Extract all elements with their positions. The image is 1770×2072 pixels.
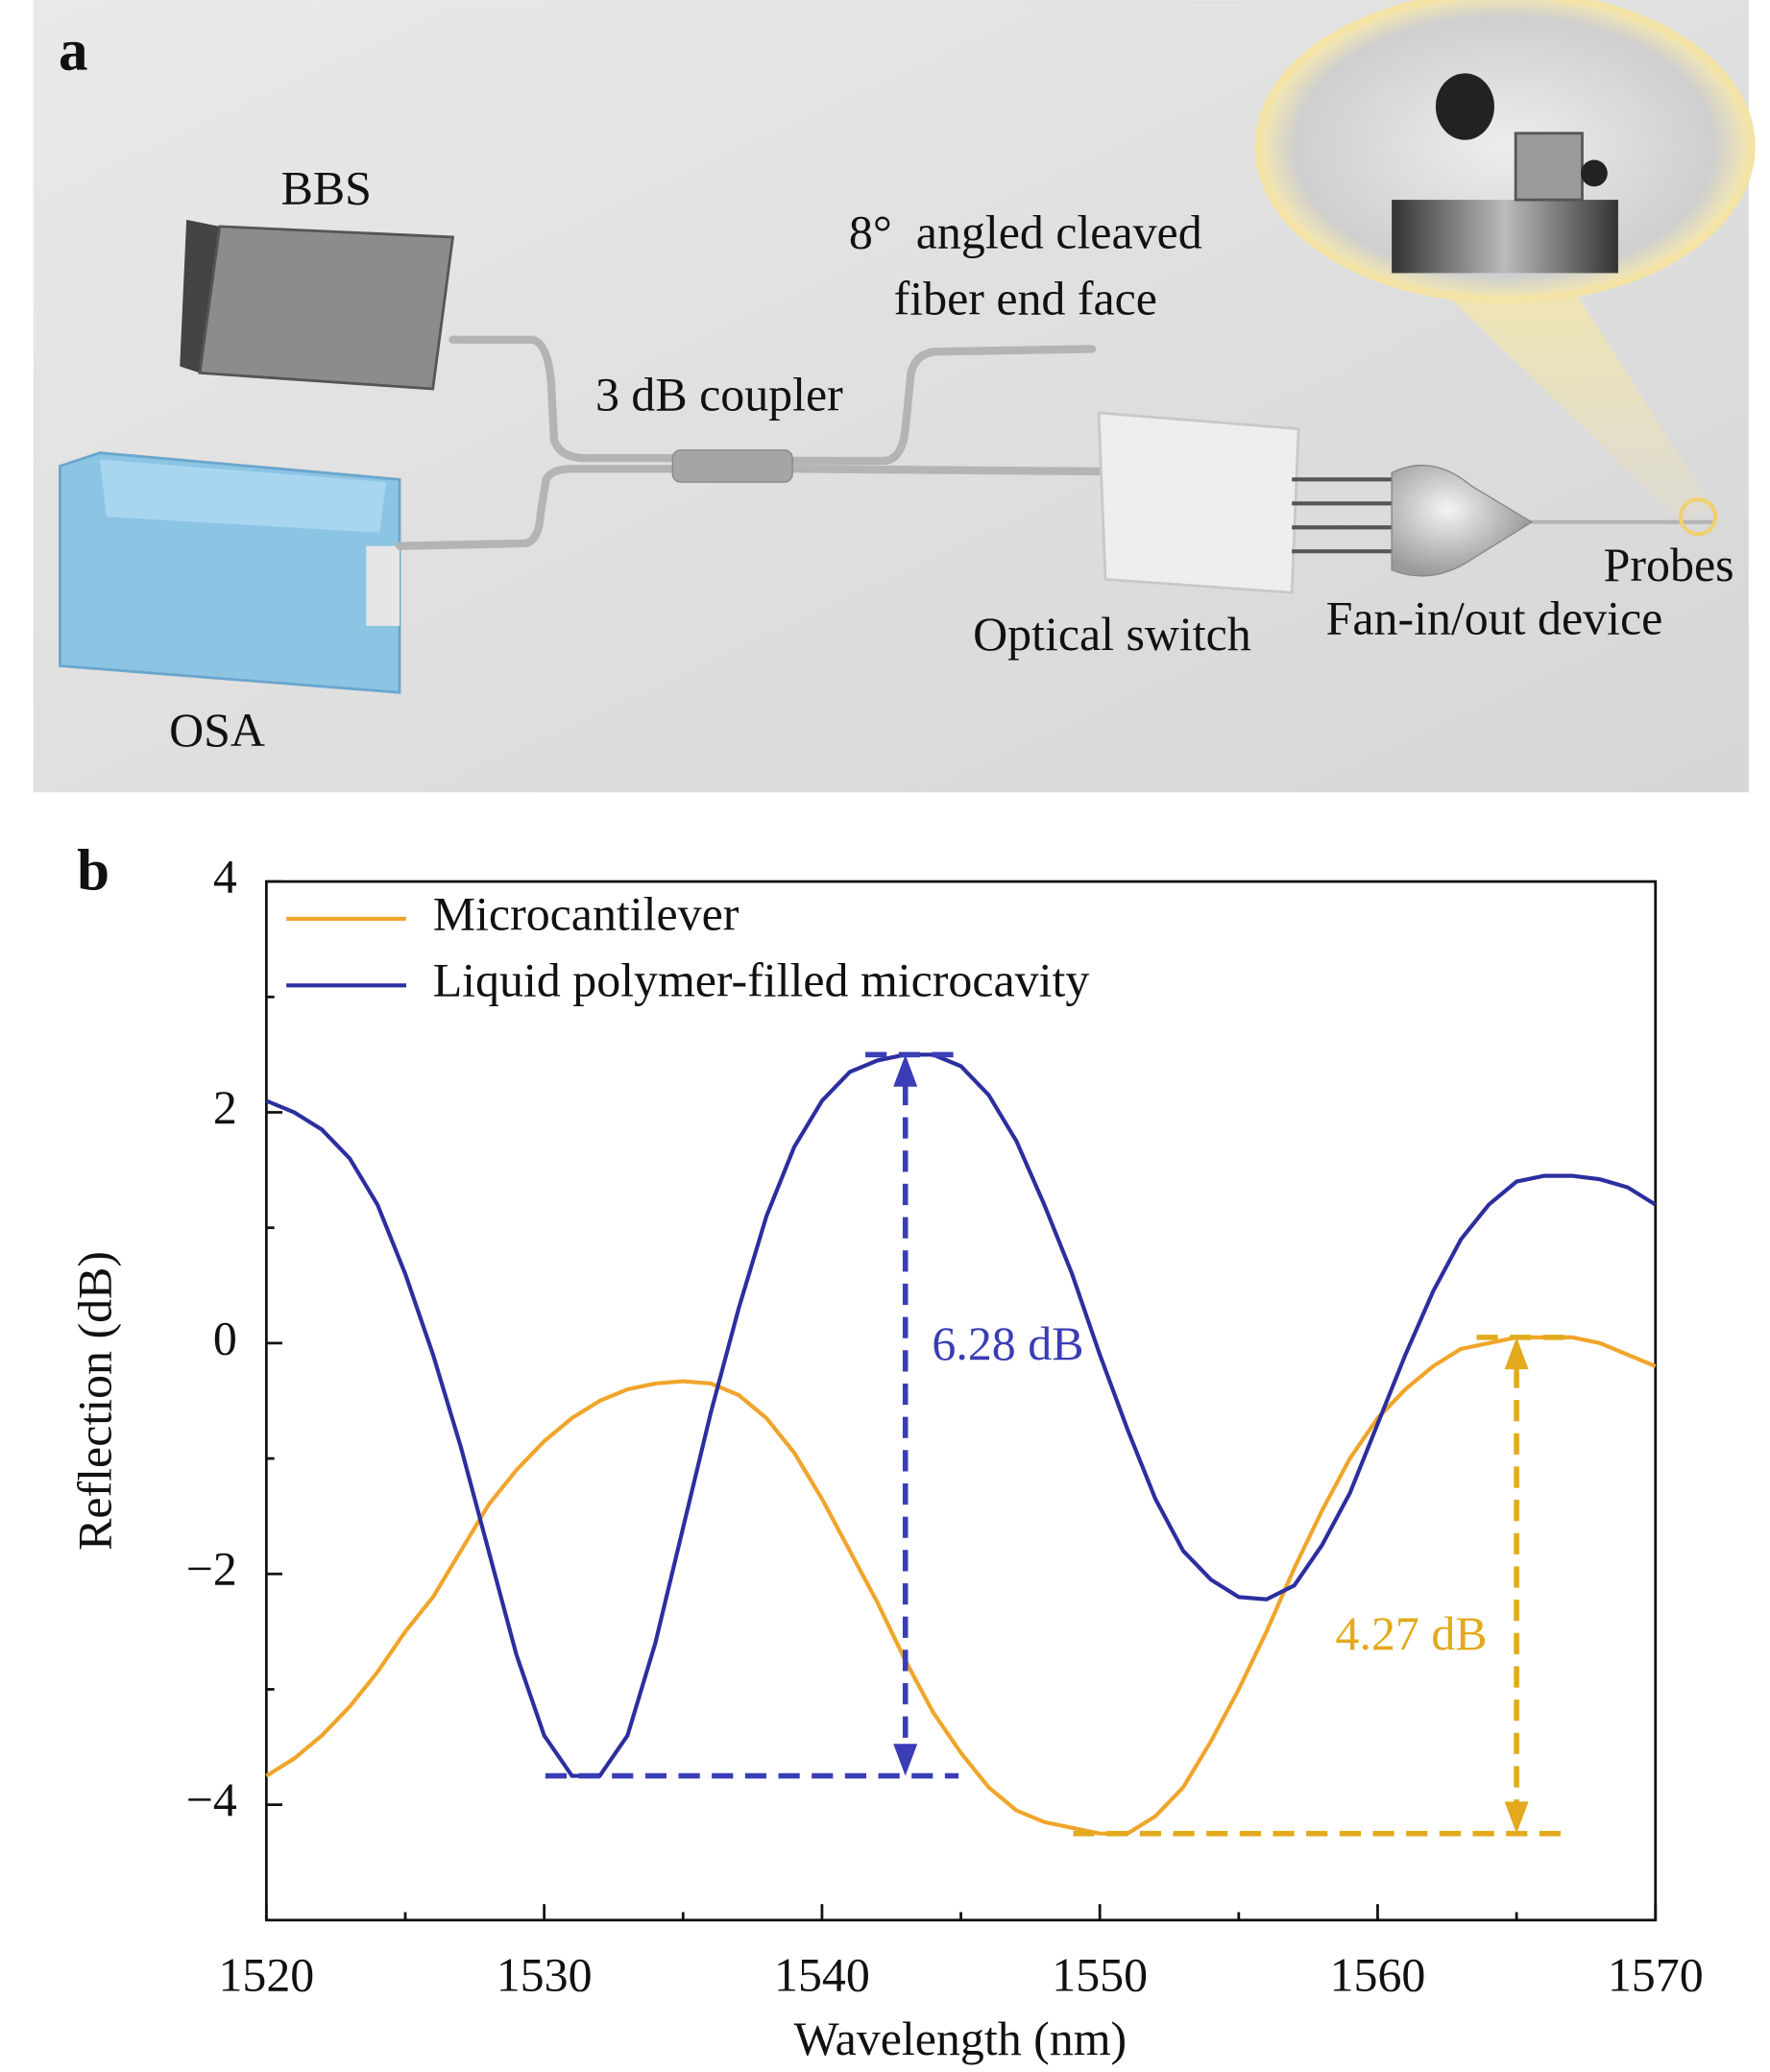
magnifier: [1254, 0, 1756, 304]
x-tick-label: 1560: [1330, 1949, 1426, 2002]
label: Probes: [1604, 539, 1734, 591]
fibers: [395, 335, 1714, 550]
x-tick-label: 1540: [774, 1949, 870, 2002]
cantilever-blob: [1581, 159, 1608, 187]
y-axis-title: Reflection (dB): [68, 1251, 121, 1551]
coupler: [671, 449, 793, 483]
y-tick-label: 2: [213, 1081, 237, 1134]
arrowhead: [1504, 1801, 1529, 1834]
label: fiber end face: [894, 273, 1157, 325]
legend-label: Liquid polymer-filled microcavity: [433, 954, 1090, 1007]
y-tick-label: −2: [186, 1543, 237, 1596]
label: BBS: [281, 162, 372, 215]
annotation-label: 6.28 dB: [932, 1317, 1083, 1370]
y-tick-label: 0: [213, 1312, 237, 1364]
panel-a-labels: a BBS 8° angled cleaved fiber end face 3…: [59, 18, 1734, 757]
arrowhead: [893, 1054, 918, 1087]
cantilever-blob: [1435, 73, 1494, 140]
fiber-cylinder: [1392, 200, 1618, 274]
series-line: [265, 1335, 1657, 1836]
fiber: [395, 465, 677, 550]
plot-frame: [264, 879, 1658, 1922]
fiber: [449, 335, 677, 463]
magnifier-beam: [1438, 286, 1711, 526]
series-line: [265, 1052, 1657, 1778]
optical-switch: [1097, 411, 1300, 594]
fan-fibers: [1292, 477, 1399, 554]
bbs-box: [198, 225, 455, 391]
probe-stack: [1514, 132, 1584, 202]
probe-marker: [1679, 497, 1718, 537]
arrowhead: [1504, 1337, 1529, 1370]
fiber: [788, 465, 1110, 476]
fan-device: [1391, 464, 1534, 577]
annotation-label: 4.27 dB: [1336, 1607, 1488, 1660]
label: Fan-in/out device: [1326, 592, 1663, 645]
x-axis-title: Wavelength (nm): [794, 2012, 1127, 2065]
label: 3 dB coupler: [595, 369, 843, 422]
fiber: [788, 345, 1097, 466]
arrowhead: [893, 1744, 918, 1776]
panel-a-scene: [33, 0, 1756, 793]
plot: 1520 1530 1540 1550 1560 1570 −4 −2 0 2 4 Microcant…: [186, 851, 1704, 2002]
legend-label: Microcantilever: [433, 887, 740, 940]
panel-label: b: [77, 839, 109, 903]
label: 8° angled cleaved: [849, 205, 1202, 258]
y-tick-label: −4: [186, 1773, 237, 1826]
x-tick-label: 1530: [497, 1949, 593, 2002]
x-tick-label: 1550: [1052, 1949, 1148, 2002]
bbs-side: [180, 219, 220, 373]
label: OSA: [169, 704, 265, 757]
osa-panel: [366, 545, 400, 626]
x-tick-label: 1520: [218, 1949, 314, 2002]
x-tick-label: 1570: [1608, 1949, 1704, 2002]
y-tick-label: 4: [213, 851, 237, 903]
panel-label: a: [59, 18, 88, 83]
osa-tray: [100, 459, 387, 533]
label: Optical switch: [973, 608, 1251, 661]
